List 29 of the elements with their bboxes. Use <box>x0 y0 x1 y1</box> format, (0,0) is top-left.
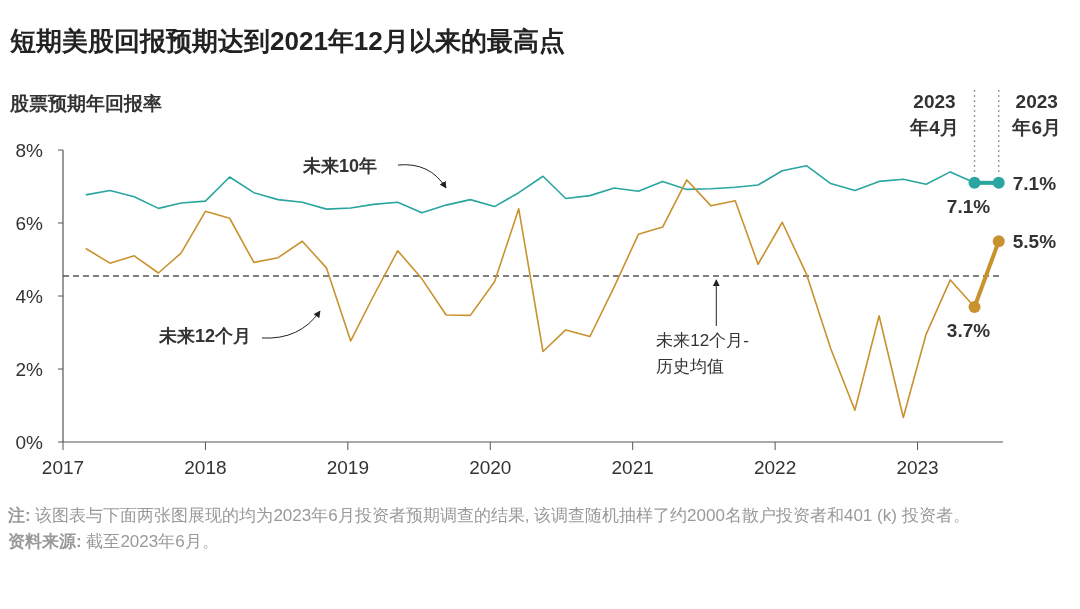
ref-line-label: 未来12个月- 历史均值 <box>656 330 749 376</box>
annotation: 未来10年 <box>301 156 378 176</box>
x-tick-label: 2018 <box>184 457 227 478</box>
text: 注: 该图表与下面两张图展现的均为2023年6月投资者预期调查的结果, 该调查随机抽样了约2000名散户投资者和401 (k) 投资者。 <box>7 506 970 525</box>
point <box>968 300 981 313</box>
y-tick-label: 6% <box>15 213 44 234</box>
text: 资料来源: 截至2023年6月。 <box>8 532 219 551</box>
y-tick-label: 0% <box>15 432 44 453</box>
x-tick-label: 2022 <box>753 457 797 478</box>
chart-title: 短期美股回报预期达到2021年12月以来的最高点 <box>9 26 565 56</box>
x-tick-label: 2020 <box>469 457 512 478</box>
x-tick-label: 2019 <box>326 457 369 478</box>
data-label: 5.5% <box>1012 231 1057 253</box>
x-tick-label: 2023 <box>896 457 939 478</box>
ref-line-label: 2023 年4月 <box>909 91 959 138</box>
data-label: 3.7% <box>946 319 991 341</box>
point <box>992 176 1005 189</box>
y-tick-label: 8% <box>15 140 44 161</box>
data-label: 7.1% <box>946 195 991 217</box>
point <box>968 176 981 189</box>
annotation: 未来12个月 <box>157 326 252 346</box>
y-axis-title: 股票预期年回报率 <box>9 93 162 114</box>
x-tick-label: 2021 <box>611 457 654 478</box>
ref-line-label: 2023 年6月 <box>1011 91 1062 138</box>
x-tick-label: 2017 <box>41 457 85 478</box>
point <box>992 235 1005 248</box>
y-tick-label: 2% <box>15 359 44 380</box>
data-label: 7.1% <box>1012 172 1057 194</box>
y-tick-label: 4% <box>15 286 44 307</box>
